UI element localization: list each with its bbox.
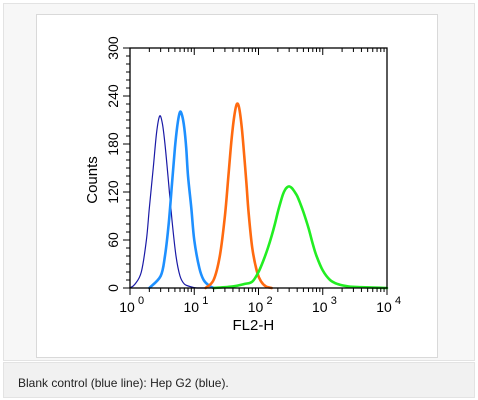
- x-tick-exponent: 3: [331, 295, 337, 307]
- y-tick-label: 180: [105, 132, 121, 156]
- x-tick-label: 10: [248, 299, 264, 315]
- y-tick-label: 60: [105, 232, 121, 248]
- x-tick-label: 10: [376, 299, 392, 315]
- y-tick-label: 240: [105, 84, 121, 108]
- x-tick-exponent: 4: [395, 295, 401, 307]
- histogram-series-2: [148, 110, 215, 290]
- y-tick-label: 0: [105, 284, 121, 292]
- histogram-series-3: [204, 102, 273, 290]
- histogram-series-4: [212, 185, 389, 290]
- x-tick-exponent: 0: [138, 295, 144, 307]
- plot-panel: 0 60 120 180 240 300 10 0 10 1 10 2 10 3 10 4 Counts FL…: [36, 14, 438, 358]
- y-tick-label: 300: [105, 36, 121, 60]
- x-axis-label: FL2-H: [233, 317, 275, 334]
- figure-frame: 0 60 120 180 240 300 10 0 10 1 10 2 10 3 10 4 Counts FL…: [3, 3, 475, 361]
- figure-caption: Blank control (blue line): Hep G2 (blue)…: [18, 376, 229, 390]
- x-tick-exponent: 2: [267, 295, 273, 307]
- plot-area-frame: [129, 47, 388, 289]
- y-axis-label: Counts: [84, 156, 101, 204]
- y-tick-label: 120: [105, 180, 121, 204]
- series-layer: [129, 102, 389, 290]
- x-tick-label: 10: [119, 299, 135, 315]
- x-tick-label: 10: [183, 299, 199, 315]
- histogram-series-1: [129, 115, 207, 289]
- x-tick-label: 10: [312, 299, 328, 315]
- x-tick-exponent: 1: [202, 295, 208, 307]
- caption-bar: Blank control (blue line): Hep G2 (blue)…: [3, 362, 475, 398]
